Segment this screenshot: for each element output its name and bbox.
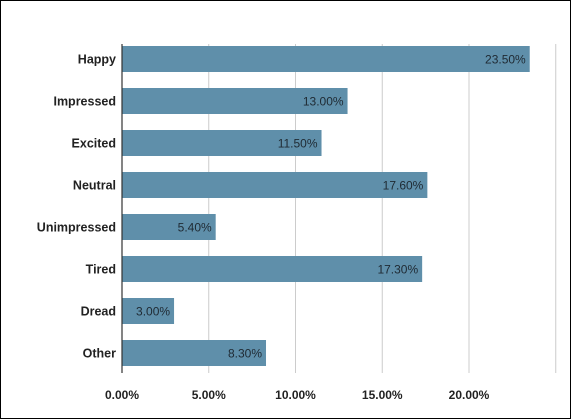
- category-label: Happy: [78, 53, 116, 67]
- bars: 23.50% 13.00% 11.50% 17.60% 5.40% 17.30% 3.00%…: [122, 46, 530, 366]
- axes: Happy Impressed Excited Neutral Unimpressed T…: [37, 44, 490, 402]
- category-label: Neutral: [73, 179, 116, 193]
- bar-impressed: [122, 88, 348, 114]
- data-label: 17.60%: [383, 179, 424, 193]
- data-label: 13.00%: [303, 95, 344, 109]
- category-label: Excited: [72, 137, 116, 151]
- bar-happy: [122, 46, 530, 72]
- category-label: Dread: [81, 305, 116, 319]
- data-label: 5.40%: [178, 221, 212, 235]
- category-label: Impressed: [53, 95, 116, 109]
- bar-dread: [122, 298, 175, 324]
- x-tick-label: 0.00%: [105, 388, 139, 402]
- bar-neutral: [122, 172, 428, 198]
- data-label: 17.30%: [377, 263, 418, 277]
- x-tick-label: 15.00%: [362, 388, 403, 402]
- bar-excited: [122, 130, 322, 156]
- data-label: 3.00%: [136, 305, 170, 319]
- bar-tired: [122, 256, 423, 282]
- bar-other: [122, 340, 267, 366]
- data-label: 23.50%: [485, 53, 526, 67]
- category-label: Unimpressed: [37, 221, 116, 235]
- bar-unimpressed: [122, 214, 216, 240]
- x-tick-label: 20.00%: [449, 388, 490, 402]
- category-label: Tired: [86, 263, 116, 277]
- x-tick-label: 5.00%: [192, 388, 226, 402]
- data-label: 11.50%: [278, 137, 318, 151]
- data-label: 8.30%: [228, 347, 262, 361]
- category-label: Other: [83, 347, 116, 361]
- x-tick-label: 10.00%: [275, 388, 316, 402]
